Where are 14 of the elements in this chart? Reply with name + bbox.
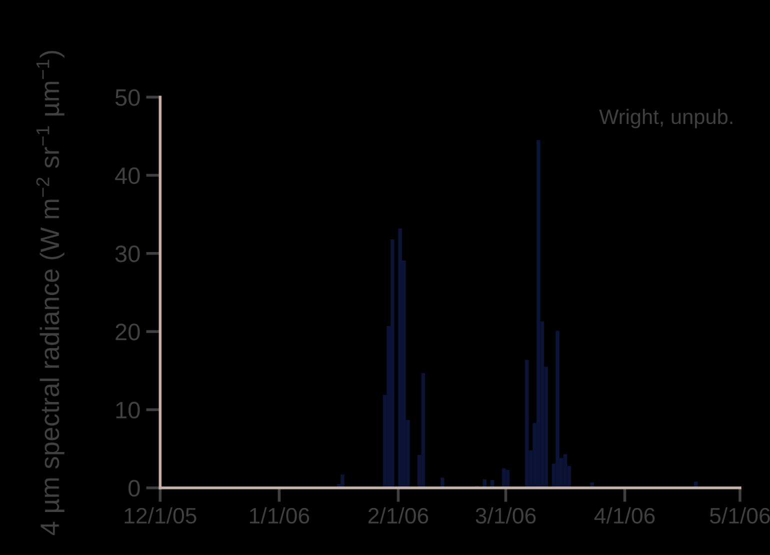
x-tick-label: 4/1/06 [594, 507, 655, 524]
y-tick-label: 40 [115, 167, 140, 184]
annotation: Wright, unpub. [599, 108, 732, 128]
x-tick-label: 3/1/06 [476, 507, 536, 524]
x-tick-label: 1/1/06 [250, 507, 310, 524]
y-tick-label: 20 [116, 324, 140, 340]
y-tick-label: 10 [116, 402, 140, 418]
y-tick-label: 0 [128, 480, 140, 497]
y-tick-label: 50 [115, 89, 140, 106]
y-tick-label: 30 [115, 245, 140, 262]
x-tick-label: 12/1/05 [124, 507, 196, 524]
y-axis-title: 4 µm spectral radiance (W m$^{−2}$ sr$^{−1}$ µm$^{−1}$) [36, 50, 64, 536]
x-tick-label: 5/1/06 [710, 507, 770, 524]
x-tick-label: 2/1/06 [368, 507, 428, 524]
